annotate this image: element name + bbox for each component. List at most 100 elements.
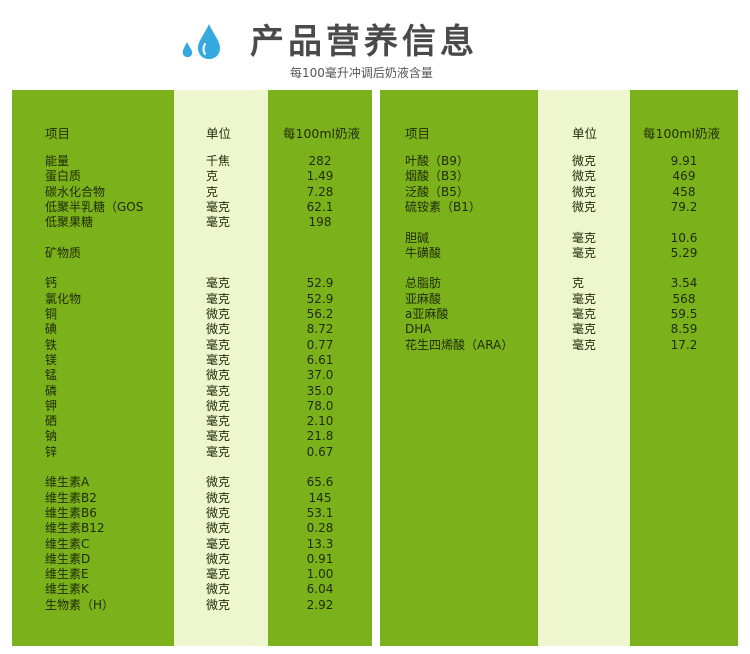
row-unit: 微克 — [572, 199, 597, 214]
column-item-bg — [12, 90, 174, 646]
row-unit: 毫克 — [206, 352, 231, 367]
row-item: 维生素K — [45, 582, 89, 597]
row-unit: 毫克 — [206, 291, 231, 306]
row-value: 145 — [308, 490, 332, 505]
row-value: 1.00 — [306, 567, 334, 582]
row-item: 蛋白质 — [45, 169, 82, 184]
row-unit: 微克 — [206, 322, 231, 337]
row-unit: 微克 — [572, 154, 597, 168]
row-value: 3.54 — [670, 276, 698, 291]
row-item: 维生素B6 — [45, 505, 97, 520]
row-value: 568 — [672, 291, 696, 306]
row-value: 13.3 — [306, 536, 334, 551]
row-value: 10.6 — [670, 230, 698, 245]
row-unit: 毫克 — [206, 536, 231, 551]
row-unit: 毫克 — [206, 429, 231, 444]
row-unit: 毫克 — [572, 291, 597, 306]
row-unit: 毫克 — [206, 276, 231, 291]
row-item: 牛磺酸 — [405, 245, 442, 260]
nutrition-table-right: 项目 单位 每100ml奶液 叶酸（B9） 微克 9.91 烟酸（B3） 微克 469 泛酸… — [380, 90, 738, 646]
row-item: 铁 — [45, 337, 58, 352]
row-unit: 毫克 — [206, 567, 231, 582]
row-value: 0.77 — [306, 337, 334, 352]
header-item: 项目 — [45, 126, 71, 141]
row-unit: 微克 — [206, 475, 231, 490]
row-item: 钾 — [45, 398, 58, 413]
row-unit: 微克 — [206, 551, 231, 566]
row-item: 硫铵素（B1） — [405, 199, 481, 214]
row-value: 79.2 — [670, 199, 698, 214]
column-item-bg — [380, 90, 538, 646]
row-value: 8.59 — [670, 322, 698, 337]
row-value: 78.0 — [306, 398, 334, 413]
header-value: 每100ml奶液 — [643, 126, 721, 141]
header-item: 项目 — [405, 126, 431, 141]
row-item: 铜 — [45, 307, 58, 321]
row-unit: 毫克 — [572, 322, 597, 337]
row-item: 低聚果糖 — [45, 215, 94, 230]
row-item: 矿物质 — [45, 245, 82, 260]
row-unit: 微克 — [572, 184, 597, 199]
row-unit: 毫克 — [206, 383, 231, 398]
row-item: 低聚半乳糖（GOS — [45, 199, 144, 214]
water-drop-icon — [182, 24, 220, 59]
row-item: 钙 — [45, 276, 58, 291]
row-value: 0.28 — [306, 521, 334, 536]
row-value: 52.9 — [306, 291, 334, 306]
row-unit: 毫克 — [206, 414, 231, 429]
row-value: 6.61 — [306, 352, 334, 367]
row-value: 2.92 — [306, 597, 334, 612]
row-item: 花生四烯酸（ARA） — [405, 337, 514, 352]
row-item: 镁 — [45, 352, 58, 367]
row-item: 维生素A — [45, 475, 90, 490]
column-value-bg — [268, 90, 372, 646]
row-item: 能量 — [45, 154, 70, 168]
row-unit: 毫克 — [206, 199, 231, 214]
row-unit: 毫克 — [206, 337, 231, 352]
row-item: 氯化物 — [45, 291, 82, 306]
row-value: 62.1 — [306, 199, 334, 214]
row-item: 碘 — [45, 322, 58, 337]
row-item: 碳水化合物 — [45, 184, 106, 199]
row-value: 53.1 — [306, 505, 334, 520]
row-item: 维生素D — [45, 551, 91, 566]
row-item: 维生素E — [45, 567, 89, 582]
header-unit: 单位 — [572, 126, 598, 141]
row-value: 0.67 — [306, 444, 334, 459]
row-item: 维生素C — [45, 536, 90, 551]
row-unit: 微克 — [206, 307, 231, 321]
row-item: 胆碱 — [405, 230, 430, 245]
row-value: 458 — [672, 184, 696, 199]
row-item: 亚麻酸 — [405, 291, 442, 306]
row-item: DHA — [405, 322, 432, 337]
row-value: 56.2 — [306, 307, 334, 321]
page-title: 产品营养信息 — [250, 22, 478, 62]
header-value: 每100ml奶液 — [283, 126, 361, 141]
page-subtitle: 每100毫升冲调后奶液含量 — [290, 66, 433, 80]
row-unit: 微克 — [206, 398, 231, 413]
row-item: 锌 — [45, 444, 58, 459]
row-item: a亚麻酸 — [405, 307, 449, 321]
row-item: 泛酸（B5） — [405, 184, 469, 199]
row-value: 9.91 — [670, 154, 698, 168]
header: 产品营养信息 每100毫升冲调后奶液含量 — [0, 0, 750, 88]
row-unit: 克 — [206, 184, 219, 199]
row-unit: 千焦 — [206, 154, 231, 168]
row-value: 198 — [308, 215, 332, 230]
row-value: 6.04 — [306, 582, 334, 597]
row-unit: 微克 — [572, 169, 597, 184]
row-unit: 微克 — [206, 521, 231, 536]
row-unit: 毫克 — [206, 215, 231, 230]
row-value: 469 — [672, 169, 696, 184]
row-value: 7.28 — [306, 184, 334, 199]
row-item: 总脂肪 — [405, 276, 442, 291]
row-item: 维生素B2 — [45, 490, 97, 505]
row-unit: 毫克 — [206, 444, 231, 459]
row-value: 65.6 — [306, 475, 334, 490]
row-unit: 克 — [572, 276, 585, 291]
row-value: 8.72 — [306, 322, 334, 337]
row-value: 282 — [308, 154, 332, 168]
row-value: 52.9 — [306, 276, 334, 291]
row-unit: 毫克 — [572, 337, 597, 352]
row-unit: 微克 — [206, 368, 231, 383]
